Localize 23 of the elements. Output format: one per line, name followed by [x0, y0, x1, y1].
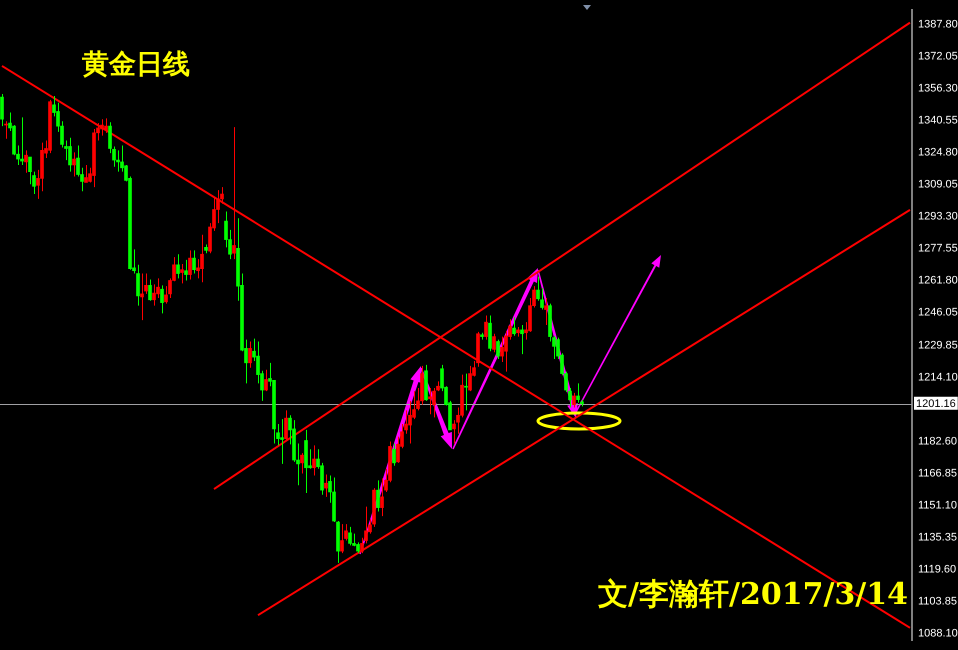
y-tick-label: 1309.05 [918, 178, 958, 190]
y-tick-label: 1261.80 [918, 274, 958, 286]
y-tick-label: 1103.85 [918, 596, 957, 608]
y-tick-label: 1293.30 [918, 210, 958, 222]
y-tick-label: 1277.55 [918, 242, 958, 254]
y-tick-label: 1324.80 [918, 146, 958, 158]
y-tick-label: 1214.10 [918, 371, 958, 384]
ref-line-label: 1201.16 [916, 398, 956, 410]
y-tick-label: 1340.55 [918, 114, 958, 126]
y-tick-label: 1119.60 [918, 564, 956, 576]
candlestick [84, 164, 88, 183]
y-tick-label: 1088.10 [918, 628, 958, 640]
candlestick [20, 116, 24, 166]
y-tick-label: 1246.05 [918, 306, 958, 319]
text: 黄金日线 [81, 49, 190, 80]
y-tick-label: 1387.80 [918, 18, 958, 30]
y-tick-label: 1372.05 [918, 50, 958, 62]
y-tick-label: 1182.60 [918, 436, 957, 448]
y-tick-label: 1151.10 [918, 500, 957, 512]
y-tick-label: 1356.30 [918, 82, 958, 94]
y-tick-label: 1166.85 [918, 468, 957, 480]
y-tick-label: 1135.35 [918, 532, 957, 544]
y-tick-label: 1229.85 [918, 339, 958, 352]
